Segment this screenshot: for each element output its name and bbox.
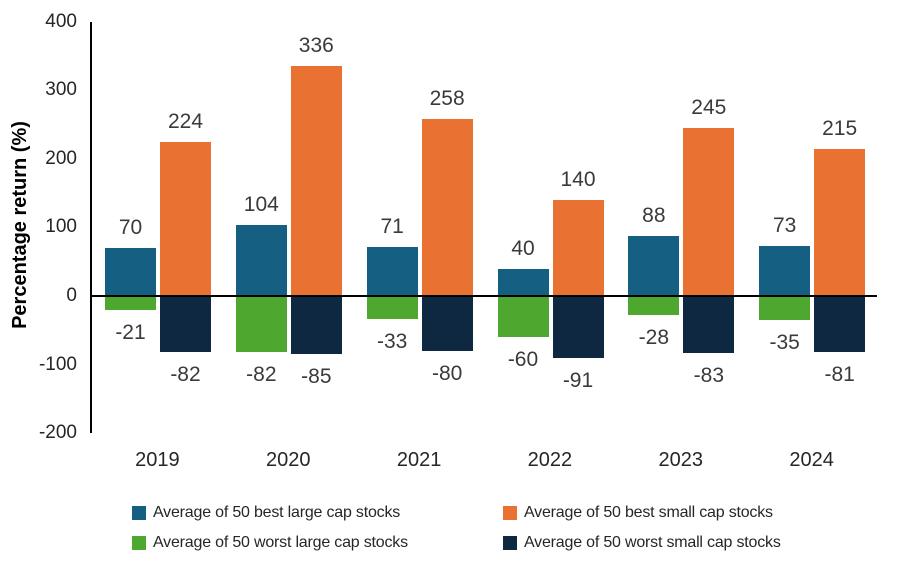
bar-value-label: -33 <box>376 329 408 353</box>
bar <box>290 296 342 355</box>
x-axis-zero-line <box>92 295 877 297</box>
bar-value-label: 224 <box>167 110 204 134</box>
legend-item: Average of 50 best small cap stocks <box>503 500 773 526</box>
bar-value-label: 215 <box>822 116 858 140</box>
bar-value-label: -91 <box>562 369 594 393</box>
y-tick-label: 400 <box>45 10 77 32</box>
bar-value-label: -82 <box>170 363 201 387</box>
y-tick-label: 300 <box>45 79 77 101</box>
bar-value-label: 73 <box>772 213 797 237</box>
bar <box>628 235 680 296</box>
bar <box>628 296 680 316</box>
bar-value-label: 140 <box>560 168 596 191</box>
legend-item: Average of 50 worst small cap stocks <box>503 530 781 556</box>
bar-value-label: 245 <box>691 96 727 119</box>
bar-value-label: 336 <box>298 33 334 57</box>
bar <box>235 296 287 353</box>
legend-item: Average of 50 best large cap stocks <box>132 500 400 526</box>
x-category-label: 2020 <box>266 449 311 471</box>
x-category-label: 2019 <box>135 449 180 471</box>
x-category-label: 2023 <box>658 449 704 471</box>
y-tick-label: 100 <box>45 216 77 238</box>
bar <box>814 296 866 352</box>
legend-item: Average of 50 worst large cap stocks <box>132 530 408 556</box>
bar-value-label: -83 <box>693 363 724 387</box>
bar-value-label: 88 <box>642 203 666 227</box>
legend-label: Average of 50 best small cap stocks <box>524 504 773 521</box>
bar <box>366 296 418 319</box>
legend-swatch-icon <box>503 536 517 550</box>
legend-swatch-icon <box>132 506 146 520</box>
bar-value-label: -80 <box>431 361 463 385</box>
bar-value-label: 104 <box>243 192 279 216</box>
bar-value-label: -21 <box>115 321 146 345</box>
bar <box>290 65 342 296</box>
x-category-label: 2024 <box>789 449 834 471</box>
y-tick-label: -200 <box>38 422 77 444</box>
bar <box>759 245 811 296</box>
bar-value-label: -60 <box>507 348 539 372</box>
bar-value-label: -81 <box>824 362 855 386</box>
bar <box>421 119 473 296</box>
bar <box>683 296 735 353</box>
bar <box>552 200 604 296</box>
bar-value-label: -85 <box>301 365 332 389</box>
bar <box>497 268 549 296</box>
y-tick-label: 0 <box>66 285 77 306</box>
bar-value-label: 258 <box>429 87 465 111</box>
legend-label: Average of 50 worst small cap stocks <box>524 534 781 551</box>
bar-value-label: -28 <box>638 326 669 350</box>
bar <box>497 296 549 338</box>
bar <box>683 128 735 296</box>
x-category-label: 2022 <box>527 449 573 471</box>
legend-swatch-icon <box>503 506 517 520</box>
bar <box>366 247 418 296</box>
bar-value-label: -82 <box>246 363 277 387</box>
y-axis-line <box>90 21 92 434</box>
bar <box>105 248 156 296</box>
x-category-label: 2021 <box>396 449 442 471</box>
legend-label: Average of 50 best large cap stocks <box>153 504 401 521</box>
legend-label: Average of 50 worst large cap stocks <box>153 534 408 551</box>
bar-value-label: 71 <box>380 215 404 239</box>
bar-value-label: 40 <box>511 236 535 260</box>
bar <box>814 148 866 296</box>
bar <box>421 296 473 351</box>
bar <box>160 142 211 296</box>
y-tick-label: 200 <box>45 147 77 169</box>
bar <box>552 296 604 359</box>
bar <box>759 296 811 320</box>
legend-swatch-icon <box>132 536 146 550</box>
bar <box>160 296 211 353</box>
bar-value-label: 70 <box>118 216 143 239</box>
bar <box>105 296 156 311</box>
y-tick-label: -100 <box>38 353 77 375</box>
bar <box>235 224 287 296</box>
bar-value-label: -35 <box>769 330 800 354</box>
